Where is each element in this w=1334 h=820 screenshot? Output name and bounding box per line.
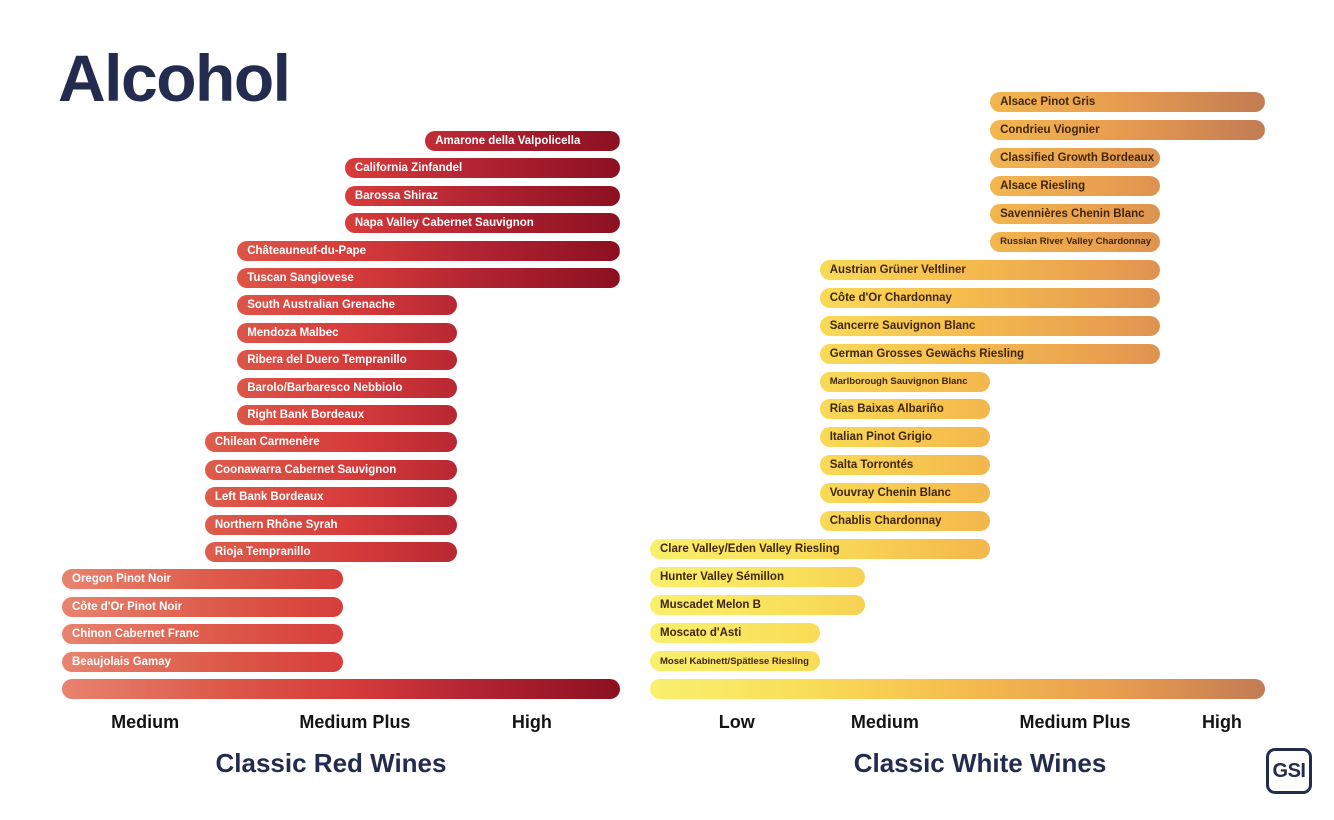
wine-bar-label: Oregon Pinot Noir xyxy=(72,573,172,586)
wine-bar-label: Rías Baixas Albariño xyxy=(829,403,944,416)
wine-bar-amarone-della-valpolicella: Amarone della Valpolicella xyxy=(425,131,620,151)
wine-bar-label: Barossa Shiraz xyxy=(354,189,438,202)
wine-bar-rioja-tempranillo: Rioja Tempranillo xyxy=(204,542,458,562)
wine-bar-oregon-pinot-noir: Oregon Pinot Noir xyxy=(62,569,344,590)
wine-bar-label: Châteauneuf-du-Pape xyxy=(247,244,367,257)
wine-bar-mosel-kabinett-sp-tlese-riesling: Mosel Kabinett/Spätlese Riesling xyxy=(650,651,820,671)
wine-bar-muscadet-melon-b: Muscadet Melon B xyxy=(650,595,866,616)
wine-bar-vouvray-chenin-blanc: Vouvray Chenin Blanc xyxy=(819,483,991,504)
wine-bar-hunter-valley-s-millon: Hunter Valley Sémillon xyxy=(650,567,866,588)
red-panel-title: Classic Red Wines xyxy=(215,748,447,778)
wine-bar-label: Left Bank Bordeaux xyxy=(214,491,324,504)
wine-bar-german-grosses-gew-chs-riesling: German Grosses Gewächs Riesling xyxy=(819,343,1160,364)
wine-bar-condrieu-viognier: Condrieu Viognier xyxy=(990,119,1265,140)
wine-bar-alsace-pinot-gris: Alsace Pinot Gris xyxy=(990,92,1265,112)
wine-bar-label: Alsace Riesling xyxy=(1000,179,1086,192)
wine-bar-napa-valley-cabernet-sauvignon: Napa Valley Cabernet Sauvignon xyxy=(344,213,620,234)
wine-bar-chinon-cabernet-franc: Chinon Cabernet Franc xyxy=(62,624,344,645)
wine-bar-label: Northern Rhône Syrah xyxy=(214,518,338,531)
wine-bar-label: Chinon Cabernet Franc xyxy=(72,628,200,641)
wine-bar-northern-rh-ne-syrah: Northern Rhône Syrah xyxy=(204,514,458,535)
wine-bar-label: Coonawarra Cabernet Sauvignon xyxy=(214,463,397,476)
wine-bar-label: Italian Pinot Grigio xyxy=(829,431,932,444)
wine-bar-coonawarra-cabernet-sauvignon: Coonawarra Cabernet Sauvignon xyxy=(204,459,458,480)
wine-bar-mendoza-malbec: Mendoza Malbec xyxy=(237,322,458,343)
wine-bar-label: Mosel Kabinett/Spätlese Riesling xyxy=(660,655,809,667)
wine-bar-label: Condrieu Viognier xyxy=(1000,123,1100,136)
wine-bar-salta-torront-s: Salta Torrontés xyxy=(819,455,991,476)
wine-bar-ribera-del-duero-tempranillo: Ribera del Duero Tempranillo xyxy=(237,350,458,371)
wine-bar-classified-growth-bordeaux: Classified Growth Bordeaux xyxy=(990,147,1160,168)
wine-bar-label: Côte d'Or Chardonnay xyxy=(829,291,952,304)
wine-bar-label: Rioja Tempranillo xyxy=(214,546,311,558)
wine-bar-barolo-barbaresco-nebbiolo: Barolo/Barbaresco Nebbiolo xyxy=(237,377,458,398)
red-wines-tick-high: High xyxy=(511,712,552,732)
wine-bar-beaujolais-gamay: Beaujolais Gamay xyxy=(62,651,344,672)
wine-bar-left-bank-bordeaux: Left Bank Bordeaux xyxy=(204,487,458,508)
wine-bar-label: Muscadet Melon B xyxy=(660,599,761,612)
white-wines-tick-medium: Medium xyxy=(850,712,919,732)
wine-bar-label: Russian River Valley Chardonnay xyxy=(1000,236,1152,248)
wine-bar-c-te-d-or-chardonnay: Côte d'Or Chardonnay xyxy=(819,287,1160,308)
wine-bar-right-bank-bordeaux: Right Bank Bordeaux xyxy=(237,405,458,425)
wine-bar-label: Clare Valley/Eden Valley Riesling xyxy=(660,543,840,556)
wine-bar-label: Right Bank Bordeaux xyxy=(247,409,365,421)
wine-bar-label: South Australian Grenache xyxy=(247,299,396,312)
wine-bar-label: Amarone della Valpolicella xyxy=(435,135,581,147)
wine-bar-label: Ribera del Duero Tempranillo xyxy=(247,354,407,367)
wine-bar-label: Tuscan Sangiovese xyxy=(247,272,354,284)
wine-bar-ch-teauneuf-du-pape: Châteauneuf-du-Pape xyxy=(237,240,620,261)
wine-bar-label: Alsace Pinot Gris xyxy=(1000,96,1096,108)
red-wines-tick-medium: Medium xyxy=(111,712,180,732)
wine-bar-label: Barolo/Barbaresco Nebbiolo xyxy=(247,381,403,394)
red-wines-gradient-axis-bar xyxy=(62,679,620,699)
wine-bar-alsace-riesling: Alsace Riesling xyxy=(990,175,1160,196)
wine-bar-label: Classified Growth Bordeaux xyxy=(1000,151,1155,164)
wine-bar-label: Austrian Grüner Veltliner xyxy=(829,263,966,276)
wine-bar-italian-pinot-grigio: Italian Pinot Grigio xyxy=(819,427,991,448)
wine-bar-clare-valley-eden-valley-riesling: Clare Valley/Eden Valley Riesling xyxy=(650,539,991,560)
wine-bar-chilean-carmen-re: Chilean Carmenère xyxy=(204,432,458,453)
white-wines-tick-low: Low xyxy=(718,712,755,732)
wine-bar-label: Vouvray Chenin Blanc xyxy=(829,487,951,500)
wine-bar-r-as-baixas-albari-o: Rías Baixas Albariño xyxy=(819,399,991,420)
wine-bar-chablis-chardonnay: Chablis Chardonnay xyxy=(819,511,991,532)
wine-bar-label: German Grosses Gewächs Riesling xyxy=(829,347,1025,360)
gsi-logo: GSI xyxy=(1266,748,1312,794)
wine-bar-label: Côte d'Or Pinot Noir xyxy=(72,600,183,613)
wine-bar-sancerre-sauvignon-blanc: Sancerre Sauvignon Blanc xyxy=(819,315,1160,336)
wine-bar-label: Napa Valley Cabernet Sauvignon xyxy=(354,217,534,230)
wine-bar-russian-river-valley-chardonnay: Russian River Valley Chardonnay xyxy=(990,231,1160,252)
wine-bar-label: Sancerre Sauvignon Blanc xyxy=(829,319,976,332)
wine-bar-label: Savennières Chenin Blanc xyxy=(1000,207,1145,220)
wine-bar-south-australian-grenache: South Australian Grenache xyxy=(237,295,458,316)
gsi-logo-text: GSI xyxy=(1272,759,1306,782)
wine-bar-label: Chablis Chardonnay xyxy=(829,515,942,528)
white-wines-tick-high: High xyxy=(1201,712,1242,732)
white-panel-title: Classic White Wines xyxy=(853,748,1107,778)
white-wines-tick-medium-plus: Medium Plus xyxy=(1019,712,1131,732)
wine-bar-label: Chilean Carmenère xyxy=(214,436,320,449)
wine-bar-california-zinfandel: California Zinfandel xyxy=(344,158,620,179)
wine-bar-label: California Zinfandel xyxy=(354,162,463,175)
wine-bar-label: Moscato d'Asti xyxy=(660,627,742,640)
wine-bar-barossa-shiraz: Barossa Shiraz xyxy=(344,185,620,206)
wine-bar-tuscan-sangiovese: Tuscan Sangiovese xyxy=(237,268,620,288)
wine-bar-austrian-gr-ner-veltliner: Austrian Grüner Veltliner xyxy=(819,259,1160,280)
wine-bar-c-te-d-or-pinot-noir: Côte d'Or Pinot Noir xyxy=(62,596,344,617)
wine-bar-moscato-d-asti: Moscato d'Asti xyxy=(650,623,820,644)
wine-bar-marlborough-sauvignon-blanc: Marlborough Sauvignon Blanc xyxy=(819,371,991,392)
red-wines-tick-medium-plus: Medium Plus xyxy=(299,712,411,732)
wine-bar-label: Salta Torrontés xyxy=(829,459,914,472)
wine-bar-label: Marlborough Sauvignon Blanc xyxy=(829,376,968,387)
wine-bar-label: Mendoza Malbec xyxy=(247,326,339,339)
wine-bar-savenni-res-chenin-blanc: Savennières Chenin Blanc xyxy=(990,203,1160,224)
page-title: Alcohol xyxy=(58,41,291,115)
white-wines-gradient-axis-bar xyxy=(650,679,1265,699)
wine-bar-label: Hunter Valley Sémillon xyxy=(660,571,784,584)
wine-bar-label: Beaujolais Gamay xyxy=(72,655,172,668)
